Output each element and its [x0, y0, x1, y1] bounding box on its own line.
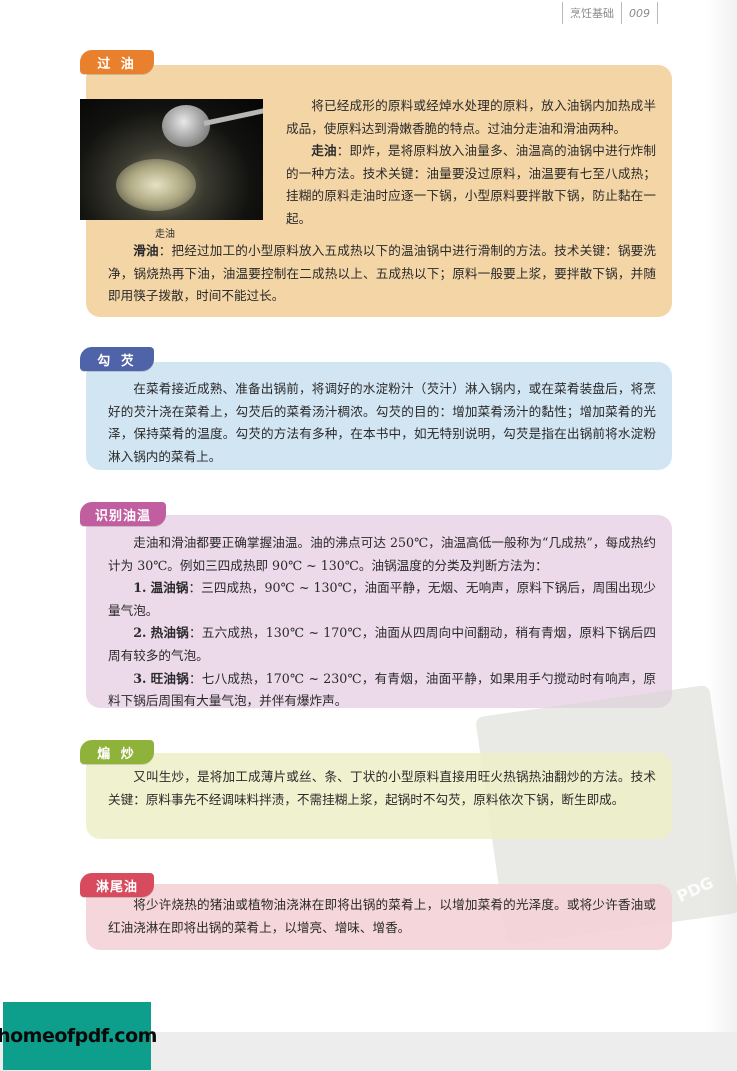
frying-photo	[80, 99, 263, 220]
paragraph: 走油：即炸，是将原料放入油量多、油温高的油锅中进行炸制的一种方法。技术关键：油量…	[286, 143, 657, 226]
ladle-icon	[162, 105, 210, 147]
paragraph: 在菜肴接近成熟、准备出锅前，将调好的水淀粉汁（芡汁）淋入锅内，或在菜肴装盘后，将…	[108, 381, 656, 464]
paragraph: 又叫生炒，是将加工成薄片或丝、条、丁状的小型原料直接用旺火热锅热油翻炒的方法。技…	[108, 769, 656, 807]
site-logo[interactable]: homeofpdf.com	[0, 1002, 157, 1070]
section-gou-qian: 在菜肴接近成熟、准备出锅前，将调好的水淀粉汁（芡汁）淋入锅内，或在菜肴装盘后，将…	[86, 362, 672, 470]
term: 温油锅	[150, 580, 189, 596]
page-number: 009	[629, 6, 650, 20]
header-divider	[562, 2, 563, 24]
term: 热油锅	[150, 625, 189, 641]
section-lin-wei-you: 将少许烧热的猪油或植物油浇淋在即将出锅的菜肴上，以增加菜肴的光泽度。或将少许香油…	[86, 884, 672, 950]
section-shi-bie-you-wen: 走油和滑油都要正确掌握油温。油的沸点可达 250℃，油温高低一般称为“几成热”，…	[86, 515, 672, 708]
ladle-handle	[203, 108, 263, 126]
term: 走油	[311, 143, 337, 159]
running-header: 烹饪基础 009	[555, 0, 665, 26]
paragraph: 将已经成形的原料或经焯水处理的原料，放入油锅内加热成半成品，使原料达到滑嫩香脆的…	[286, 98, 656, 136]
term: 滑油	[133, 243, 159, 258]
paragraph: 走油和滑油都要正确掌握油温。油的沸点可达 250℃，油温高低一般称为“几成热”，…	[108, 535, 656, 573]
numbered-item: 2. 热油锅：五六成热，130℃ ~ 170℃，油面从四周向中间翻动，稍有青烟，…	[108, 625, 657, 663]
section-tag-lin-wei-you: 淋尾油	[80, 873, 154, 897]
section-tag-guo-you: 过 油	[80, 50, 154, 74]
numbered-item: 1. 温油锅：三四成热，90℃ ~ 130℃，油面平静，无烟、无响声，原料下锅后…	[108, 580, 656, 618]
section-tag-bian-chao: 煸 炒	[80, 740, 154, 764]
header-chapter: 烹饪基础	[570, 7, 614, 20]
section-tag-gou-qian: 勾 芡	[80, 347, 154, 371]
section-tag-shi-bie-you-wen: 识别油温	[80, 502, 166, 526]
oil-bubbles	[116, 159, 196, 211]
paragraph: 滑油：把经过加工的小型原料放入五成热以下的温油锅中进行滑制的方法。技术关键：锅要…	[108, 243, 657, 304]
header-divider	[621, 2, 622, 24]
paragraph: 将少许烧热的猪油或植物油浇淋在即将出锅的菜肴上，以增加菜肴的光泽度。或将少许香油…	[108, 897, 656, 935]
photo-caption: 走油	[155, 229, 175, 240]
header-divider	[657, 2, 658, 24]
term: 旺油锅	[150, 670, 189, 686]
section-bian-chao: 又叫生炒，是将加工成薄片或丝、条、丁状的小型原料直接用旺火热锅热油翻炒的方法。技…	[86, 753, 672, 839]
section-guo-you-fullwidth: 滑油：把经过加工的小型原料放入五成热以下的温油锅中进行滑制的方法。技术关键：锅要…	[86, 240, 672, 308]
numbered-item: 3. 旺油锅：七八成热，170℃ ~ 230℃，有青烟，油面平静，如果用手勺搅动…	[108, 670, 657, 709]
